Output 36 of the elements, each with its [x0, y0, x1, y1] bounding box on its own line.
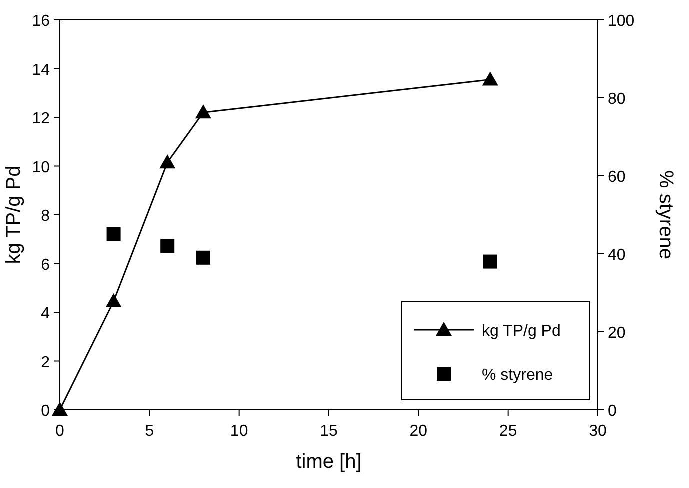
y-tick-label: 0: [41, 403, 50, 420]
y2-tick-label: 100: [608, 13, 635, 30]
y-tick-label: 12: [32, 110, 50, 128]
y-tick-label: 8: [41, 208, 50, 225]
point: [160, 239, 175, 254]
x-tick-label: 20: [410, 423, 428, 440]
point: [195, 104, 212, 119]
x-tick-label: 30: [589, 423, 607, 440]
legend-label: % styrene: [482, 367, 554, 384]
y2-tick-label: 20: [608, 325, 626, 342]
point: [196, 250, 210, 265]
point: [106, 228, 121, 242]
x-axis-title: time [h]: [296, 451, 362, 473]
point: [52, 402, 68, 416]
y2-tick-label: 60: [608, 169, 626, 186]
y-tick-label: 6: [41, 256, 50, 274]
legend-label: kg TP/g Pd: [482, 323, 561, 340]
x-tick-label: 15: [320, 423, 338, 440]
y-tick-label: 4: [41, 306, 50, 322]
point: [483, 254, 498, 269]
y-tick-label: 10: [32, 159, 50, 176]
x-tick-label: 10: [230, 423, 248, 440]
x-tick-label: 0: [56, 423, 65, 440]
y2-tick-label: 80: [608, 91, 626, 108]
y-axis-title: kg TP/g Pd: [3, 166, 25, 264]
x-tick-label: 25: [499, 423, 518, 440]
y2-axis-title: % styrene: [655, 170, 677, 260]
y2-tick-label: 0: [608, 403, 617, 420]
x-tick-label: 5: [145, 423, 154, 440]
y2-tick-label: 40: [608, 247, 626, 264]
y-tick-label: 2: [41, 354, 50, 372]
y-tick-label: 16: [32, 13, 50, 30]
point: [106, 294, 122, 308]
y-tick-label: 14: [32, 62, 50, 79]
point: [482, 72, 498, 86]
point: [160, 154, 176, 169]
